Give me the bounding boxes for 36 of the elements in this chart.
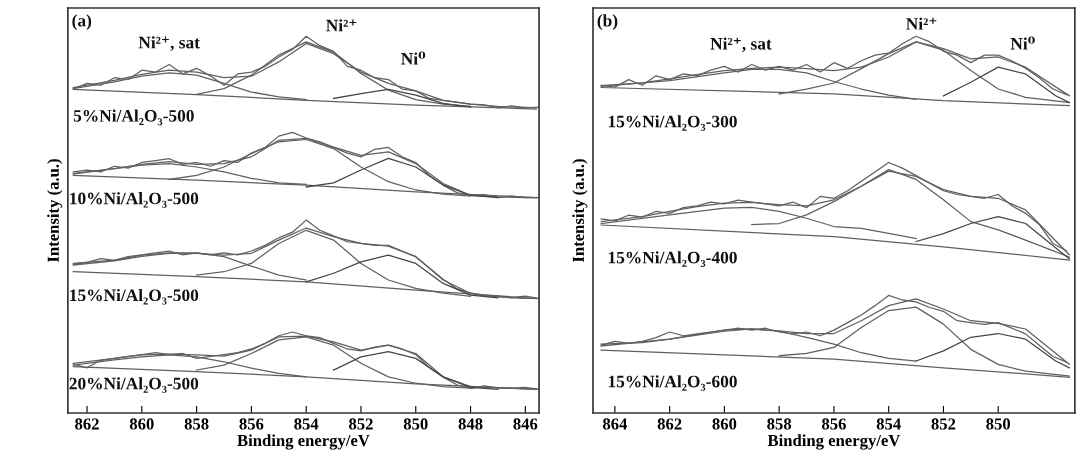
annotation: Ni²⁺, sat (710, 37, 772, 53)
x-tick-label: 862 (75, 418, 99, 430)
annotation: Ni⁰ (1010, 36, 1035, 50)
x-tick-label: 860 (129, 418, 154, 430)
x-tick-label: 862 (657, 418, 682, 430)
x-tick-label: 854 (294, 418, 319, 430)
y-axis-title: Intensity (a.u.) (572, 159, 588, 263)
x-tick-label: 852 (349, 418, 373, 430)
text: (a) (72, 14, 92, 31)
x-tick-label: 846 (513, 418, 538, 430)
x-tick-label: 858 (767, 418, 792, 430)
x-tick-label: 850 (986, 418, 1011, 430)
x-axis-title: Binding energy/eV (767, 434, 901, 450)
text: Ni²⁺ (906, 17, 937, 30)
x-tick-label: 852 (931, 418, 956, 430)
x-axis-title: Binding energy/eV (237, 434, 370, 450)
annotation: 5%Ni/Al₂O₃-500 (73, 109, 194, 126)
x-tick-label: 858 (184, 418, 209, 430)
annotation: 15%Ni/Al₂O₃-300 (608, 115, 737, 131)
x-tick-label: 854 (876, 418, 901, 430)
annotation: 10%Ni/Al₂O₃-500 (70, 192, 199, 208)
annotation: Ni⁰ (401, 51, 426, 65)
x-tick-label: 856 (239, 418, 264, 430)
text: Ni²⁺ (326, 19, 357, 32)
x-tick-label: 848 (458, 418, 483, 430)
text: (b) (597, 14, 618, 31)
annotation: Ni²⁺, sat (138, 36, 200, 51)
x-tick-label: 856 (821, 418, 846, 430)
annotation: 20%Ni/Al₂O₃-500 (69, 377, 199, 393)
x-tick-label: 860 (712, 418, 737, 430)
annotation: 15%Ni/Al₂O₃-600 (608, 375, 737, 391)
annotation: 15%Ni/Al₂O₃-500 (70, 288, 199, 305)
x-tick-label: 850 (403, 418, 428, 430)
y-axis-title: Intensity (a.u.) (47, 159, 63, 263)
annotation: 15%Ni/Al₂O₃-400 (608, 251, 737, 267)
x-tick-label: 864 (602, 418, 628, 430)
